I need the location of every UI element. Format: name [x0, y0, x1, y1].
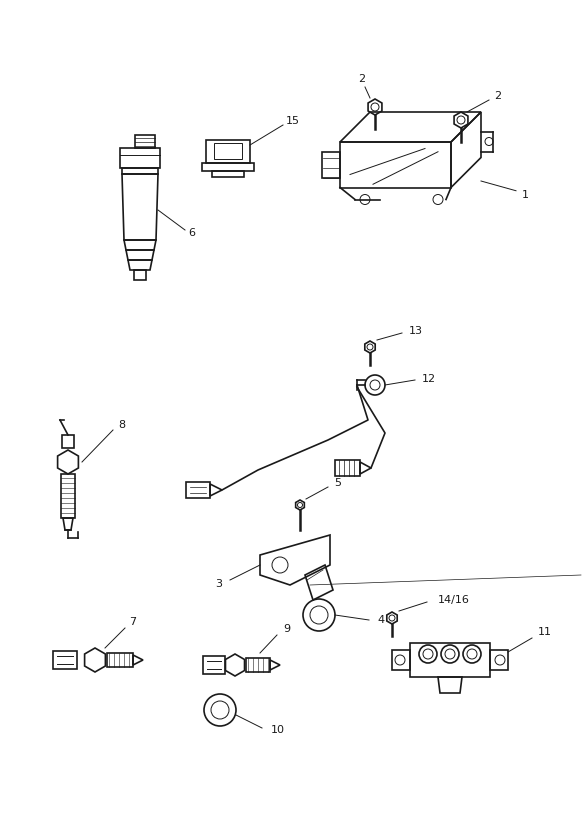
- Text: 6: 6: [188, 228, 195, 238]
- Text: 1: 1: [522, 190, 529, 200]
- Text: 5: 5: [335, 478, 342, 488]
- Text: 12: 12: [422, 374, 436, 384]
- Text: 4: 4: [377, 615, 385, 625]
- Text: 11: 11: [538, 627, 552, 637]
- Text: 9: 9: [283, 624, 290, 634]
- Text: 14/16: 14/16: [438, 595, 470, 605]
- Text: 2: 2: [359, 74, 366, 84]
- Text: 8: 8: [118, 420, 125, 430]
- Text: 2: 2: [494, 91, 501, 101]
- Text: 15: 15: [286, 116, 300, 126]
- Text: 10: 10: [271, 725, 285, 735]
- Text: 13: 13: [409, 326, 423, 336]
- Text: 7: 7: [129, 617, 136, 627]
- Text: 3: 3: [216, 579, 223, 589]
